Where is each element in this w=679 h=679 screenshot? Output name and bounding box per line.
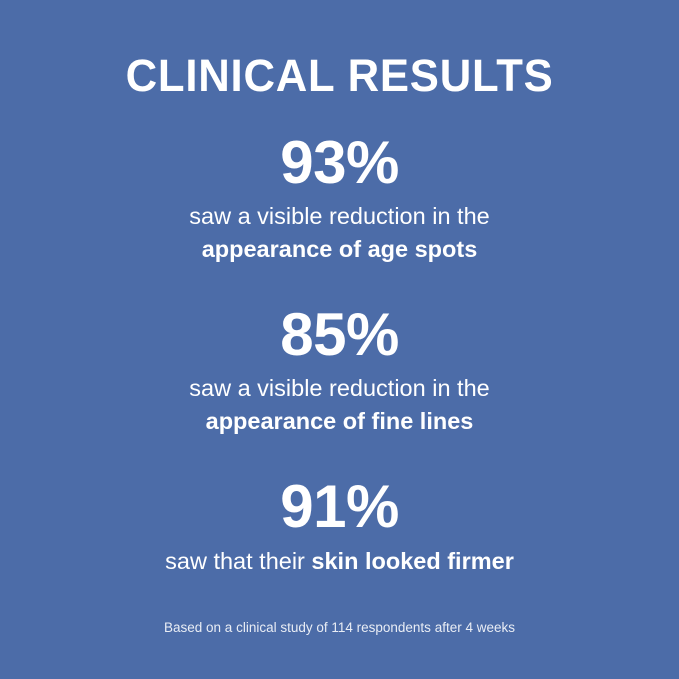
stat-description: saw a visible reduction in the appearanc… [189,200,489,265]
stats-list: 93% saw a visible reduction in the appea… [40,129,639,577]
stat-block: 93% saw a visible reduction in the appea… [40,129,639,265]
stat-description-emphasis: appearance of age spots [201,235,478,262]
footnote: Based on a clinical study of 114 respond… [164,620,515,636]
stat-description-lead: saw that their [165,547,312,574]
stat-description-lead: saw a visible reduction in the [189,375,490,402]
stat-value: 85% [280,301,399,369]
stat-description: saw a visible reduction in the appearanc… [189,372,489,437]
stat-description-emphasis: appearance of fine lines [205,407,474,434]
stat-description-emphasis: skin looked firmer [311,547,514,574]
stat-block: 85% saw a visible reduction in the appea… [40,301,639,437]
stat-value: 91% [280,473,399,541]
stat-description-lead: saw a visible reduction in the [189,203,490,230]
stat-block: 91% saw that their skin looked firmer [40,473,639,577]
stat-description: saw that their skin looked firmer [165,545,514,577]
page-title: CLINICAL RESULTS [125,50,554,101]
stat-value: 93% [280,129,399,197]
